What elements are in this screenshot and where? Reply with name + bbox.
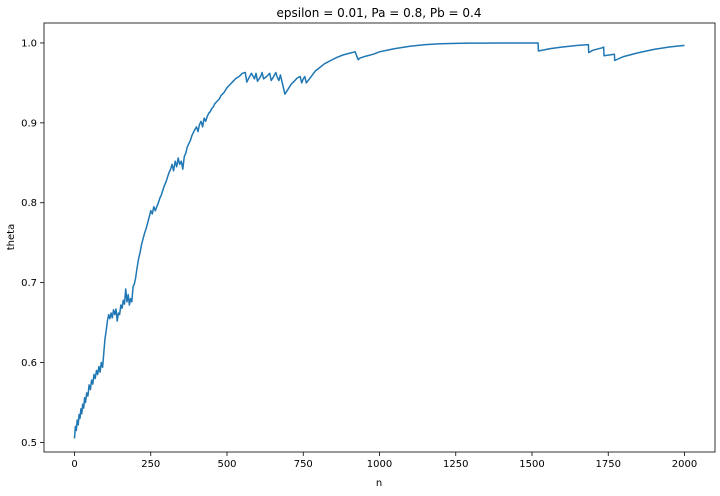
y-tick-label: 1.0 <box>21 38 37 49</box>
x-tick-label: 500 <box>217 459 236 470</box>
series-line <box>73 42 685 439</box>
x-axis-label: n <box>376 478 382 489</box>
y-axis-label: theta <box>6 224 17 250</box>
y-tick-label: 0.8 <box>21 198 37 209</box>
x-tick-label: 1750 <box>596 459 621 470</box>
x-tick-label: 250 <box>141 459 160 470</box>
y-axis: 0.5 0.6 0.7 0.8 0.9 1.0 <box>21 38 44 449</box>
y-tick-label: 0.6 <box>21 358 37 369</box>
x-tick-label: 0 <box>71 459 77 470</box>
x-tick-label: 1250 <box>443 459 468 470</box>
chart-title: epsilon = 0.01, Pa = 0.8, Pb = 0.4 <box>277 6 482 20</box>
y-tick-label: 0.9 <box>21 118 37 129</box>
y-tick-label: 0.5 <box>21 438 37 449</box>
x-tick-label: 1500 <box>519 459 544 470</box>
x-axis: 0 250 500 750 1000 1250 1500 1750 2000 <box>71 452 697 470</box>
plot-area <box>43 22 716 453</box>
x-tick-label: 2000 <box>672 459 697 470</box>
series-layer <box>73 42 685 439</box>
x-tick-label: 750 <box>294 459 313 470</box>
x-tick-label: 1000 <box>367 459 392 470</box>
plot-background <box>44 23 715 452</box>
y-tick-label: 0.7 <box>21 278 37 289</box>
